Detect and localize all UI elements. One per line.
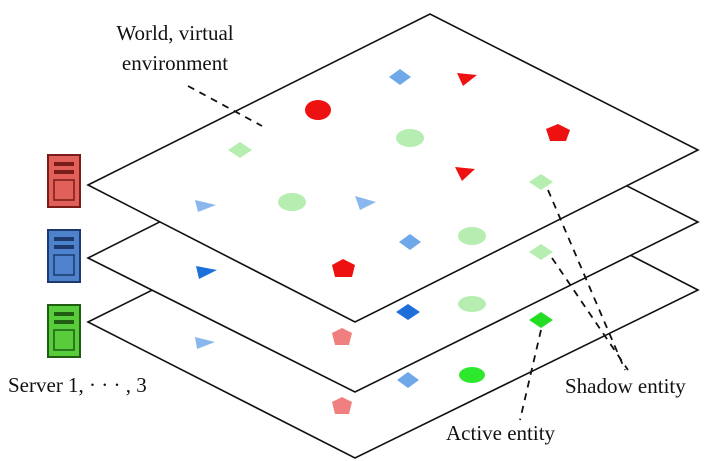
entity (459, 367, 485, 383)
server-part (54, 170, 74, 174)
server-part (54, 162, 74, 166)
server-label: Server 1, · · · , 3 (8, 373, 147, 397)
entity (305, 100, 331, 120)
entity (458, 296, 486, 312)
entity (396, 129, 424, 147)
server-green (48, 305, 80, 357)
world-label: World, virtual (116, 21, 233, 45)
active-label: Active entity (446, 421, 556, 445)
entity (278, 193, 306, 211)
server-part (54, 237, 74, 241)
world-label: environment (122, 51, 228, 75)
entity (458, 227, 486, 245)
server-red (48, 155, 80, 207)
shadow-label: Shadow entity (565, 374, 686, 398)
server-part (54, 312, 74, 316)
diagram: World, virtual environment Server 1, · ·… (0, 0, 717, 461)
server-part (54, 245, 74, 249)
server-blue (48, 230, 80, 282)
server-part (54, 320, 74, 324)
page: {"world_label": {"lines": ["World, virtu… (0, 0, 717, 461)
